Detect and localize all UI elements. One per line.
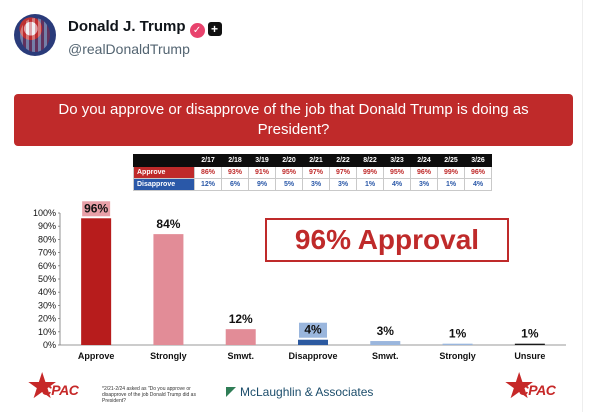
approval-highlight: 96% Approval	[265, 218, 509, 262]
pollster-logo: McLaughlin & Associates	[226, 385, 373, 399]
trend-date: 3/23	[383, 154, 411, 167]
question-banner: Do you approve or disapprove of the job …	[14, 94, 573, 146]
author-line: Donald J. Trump ✓ +	[68, 18, 222, 38]
bar	[81, 218, 112, 345]
star-icon: ★	[26, 365, 59, 406]
bar	[514, 343, 545, 345]
bar	[370, 341, 401, 345]
trend-table-header: 2/17 2/18 3/19 2/20 2/21 2/22 8/22 3/23 2/24 2/25…	[133, 154, 492, 167]
pollster-name: McLaughlin & Associates	[240, 385, 374, 399]
user-handle[interactable]: @realDonaldTrump	[68, 41, 190, 57]
trend-date: 2/25	[437, 154, 465, 167]
y-tick-label: 40%	[38, 287, 56, 297]
affiliation-badge-icon: +	[207, 22, 222, 36]
x-tick-label: Approve	[78, 351, 115, 361]
trend-date: 8/22	[356, 154, 384, 167]
y-tick-label: 30%	[38, 300, 56, 310]
y-tick-label: 80%	[38, 234, 56, 244]
verified-badge-icon: ✓	[189, 23, 205, 38]
data-label: 1%	[521, 327, 539, 341]
trend-table: 2/17 2/18 3/19 2/20 2/21 2/22 8/22 3/23 2/24 2/25…	[133, 154, 492, 191]
footnote: *2/21-2/24 asked as "Do you approve or d…	[102, 386, 196, 404]
data-label: 1%	[449, 327, 467, 341]
data-label: 12%	[229, 312, 253, 326]
data-label: 3%	[377, 324, 395, 338]
pollster-mark-icon	[226, 387, 236, 397]
display-name[interactable]: Donald J. Trump	[68, 18, 186, 35]
approval-bar-chart: 0% 10% 20% 30% 40% 50% 60% 70% 80% 90% 100% 96% Appr…	[33, 201, 566, 361]
bar	[153, 234, 184, 345]
cpac-logo-left: ★ CPAC	[26, 365, 79, 406]
x-tick-label: Strongly	[439, 351, 476, 361]
trend-date: 2/20	[275, 154, 303, 167]
poll-slide-image: Do you approve or disapprove of the job …	[14, 90, 576, 412]
trend-cell: 4%	[383, 178, 411, 191]
data-label-background	[299, 322, 327, 338]
data-label: 4%	[304, 323, 322, 337]
trend-row-label: Disapprove	[133, 178, 195, 191]
star-icon: ★	[503, 365, 536, 406]
data-label: 96%	[84, 201, 108, 215]
bar	[298, 339, 328, 345]
y-tick-label: 0%	[43, 340, 56, 350]
trend-row-disapprove: Disapprove 12% 6% 9% 5% 3% 3% 1% 4% 3% 1% 4%	[133, 178, 492, 191]
post-header: Donald J. Trump ✓ + @realDonaldTrump	[14, 14, 574, 64]
trend-date: 3/19	[248, 154, 276, 167]
cpac-logo-text: CPAC	[518, 382, 556, 398]
trend-date: 2/22	[329, 154, 357, 167]
y-tick-label: 10%	[38, 327, 56, 337]
timeline-border	[582, 0, 583, 412]
data-label: 84%	[156, 217, 180, 231]
y-tick-label: 20%	[38, 314, 56, 324]
trend-cell: 4%	[464, 178, 492, 191]
y-tick-label: 100%	[33, 208, 56, 218]
cpac-logo-text: CPAC	[41, 382, 79, 398]
x-tick-label: Smwt.	[227, 351, 254, 361]
trend-date: 3/26	[464, 154, 492, 167]
y-tick-label: 90%	[38, 221, 56, 231]
trend-row-approve: Approve 86% 93% 91% 95% 97% 97% 99% 95% 96% 99% 96%	[133, 166, 492, 179]
data-label-background	[82, 201, 111, 217]
y-tick-label: 60%	[38, 261, 56, 271]
x-tick-label: Smwt.	[372, 351, 399, 361]
avatar[interactable]	[14, 14, 56, 56]
x-tick-label: Disapprove	[288, 351, 337, 361]
x-tick-label: Strongly	[150, 351, 187, 361]
trend-cell: 6%	[221, 178, 249, 191]
bar	[225, 329, 256, 345]
y-tick-label: 70%	[38, 248, 56, 258]
x-tick-label: Unsure	[514, 351, 545, 361]
bar	[442, 343, 473, 345]
trend-cell: 3%	[410, 178, 438, 191]
cpac-logo-right: ★ CPAC	[503, 365, 556, 406]
y-tick-label: 50%	[38, 274, 56, 284]
